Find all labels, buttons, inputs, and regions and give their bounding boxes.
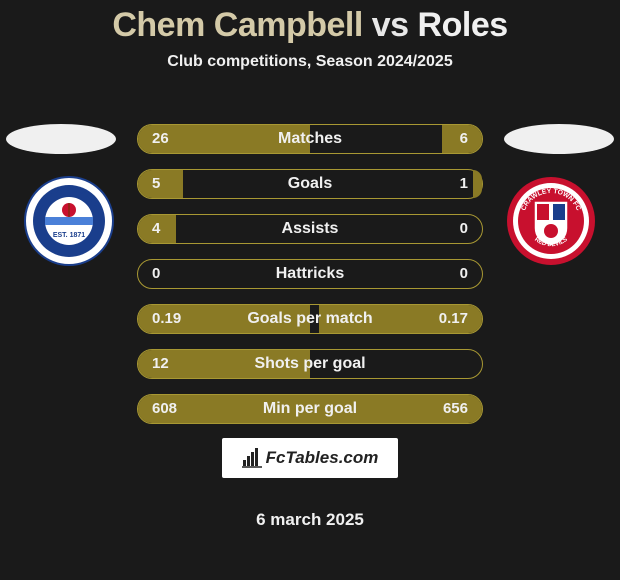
player1-name: Chem Campbell <box>112 6 362 44</box>
stat-row: 0.19Goals per match0.17 <box>137 304 483 334</box>
club-badge-left: READING FOOTBALL CLUB EST. 1871 <box>24 176 114 266</box>
page-title: Chem Campbell vs Roles <box>0 0 620 45</box>
stat-value-right: 6 <box>460 125 468 153</box>
stat-label: Shots per goal <box>138 350 482 378</box>
stat-label: Assists <box>138 215 482 243</box>
svg-text:EST. 1871: EST. 1871 <box>53 232 85 239</box>
stat-value-right: 0 <box>460 260 468 288</box>
stat-label: Hattricks <box>138 260 482 288</box>
player-photo-right <box>504 124 614 154</box>
stat-row: 5Goals1 <box>137 169 483 199</box>
stat-label: Goals per match <box>138 305 482 333</box>
player-photo-left <box>6 124 116 154</box>
stat-row: 12Shots per goal <box>137 349 483 379</box>
stat-label: Min per goal <box>138 395 482 423</box>
stat-row: 0Hattricks0 <box>137 259 483 289</box>
stat-label: Matches <box>138 125 482 153</box>
stats-table: 26Matches65Goals14Assists00Hattricks00.1… <box>137 124 483 439</box>
comparison-card: Chem Campbell vs Roles Club competitions… <box>0 0 620 580</box>
date-text: 6 march 2025 <box>0 510 620 530</box>
stat-row: 26Matches6 <box>137 124 483 154</box>
brand-text: FcTables.com <box>266 448 379 468</box>
player2-name: Roles <box>418 6 508 44</box>
stat-label: Goals <box>138 170 482 198</box>
vs-separator: vs <box>372 6 409 44</box>
stat-value-right: 0.17 <box>439 305 468 333</box>
stat-row: 4Assists0 <box>137 214 483 244</box>
stat-value-right: 1 <box>460 170 468 198</box>
brand-watermark: FcTables.com <box>222 438 398 478</box>
club-badge-right: CRAWLEY TOWN FC RED DEVILS <box>506 176 596 266</box>
bars-icon <box>242 448 262 468</box>
subtitle: Club competitions, Season 2024/2025 <box>0 53 620 71</box>
stat-value-right: 0 <box>460 215 468 243</box>
stat-row: 608Min per goal656 <box>137 394 483 424</box>
stat-value-right: 656 <box>443 395 468 423</box>
